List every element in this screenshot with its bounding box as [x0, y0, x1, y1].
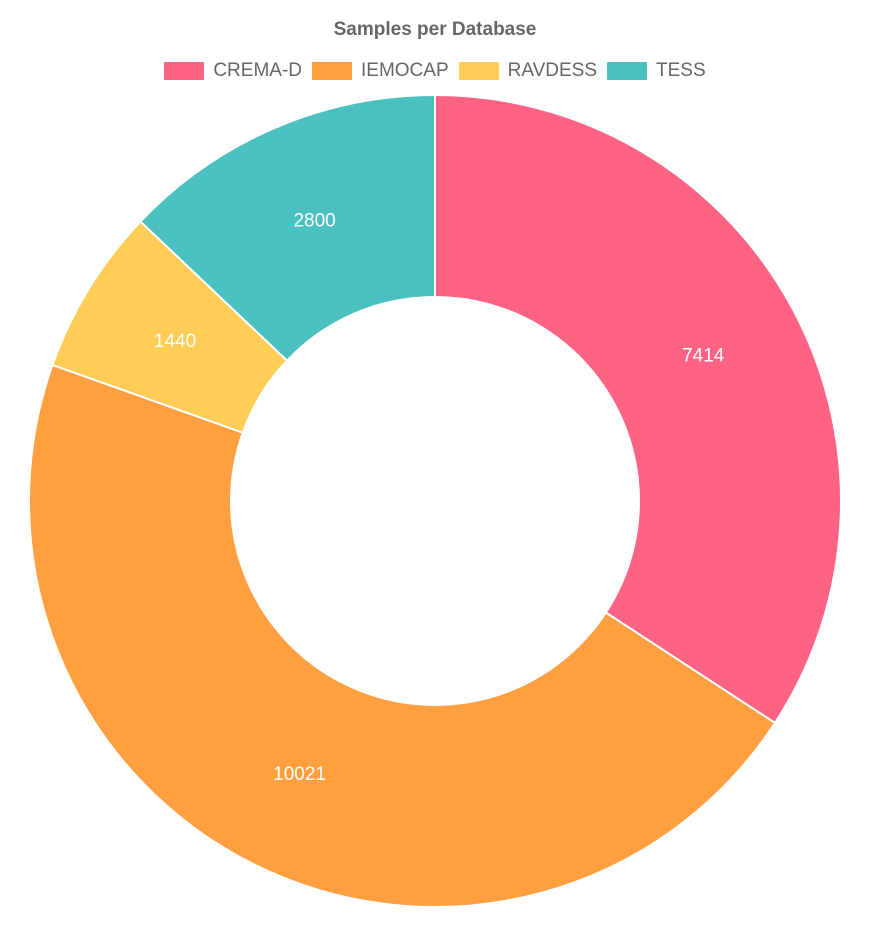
legend-label: TESS — [656, 60, 706, 81]
legend-label: IEMOCAP — [361, 60, 449, 81]
legend-label: RAVDESS — [507, 60, 598, 81]
legend-swatch — [458, 62, 499, 80]
chart-title: Samples per Database — [333, 19, 537, 40]
slice-labels: 7414 10021 1440 2800 — [154, 210, 725, 785]
legend: CREMA-D IEMOCAP RAVDESS TESS — [0, 60, 870, 82]
slice-tess[interactable] — [139, 93, 436, 363]
legend-swatch — [164, 62, 205, 80]
slice-crema-d[interactable] — [434, 93, 842, 725]
slice-label-crema-d: 7414 — [682, 345, 725, 366]
slice-iemocap[interactable] — [28, 363, 777, 908]
legend-item-ravdess[interactable]: RAVDESS — [458, 60, 598, 82]
legend-item-crema-d[interactable]: CREMA-D — [164, 60, 302, 82]
slice-label-tess: 2800 — [293, 210, 335, 231]
slice-label-ravdess: 1440 — [154, 331, 196, 352]
legend-swatch — [607, 62, 648, 80]
slices — [28, 93, 842, 908]
slice-label-iemocap: 10021 — [273, 764, 326, 785]
legend-item-tess[interactable]: TESS — [607, 60, 706, 82]
legend-label: CREMA-D — [213, 60, 302, 81]
legend-item-iemocap[interactable]: IEMOCAP — [312, 60, 449, 82]
legend-swatch — [312, 62, 352, 80]
